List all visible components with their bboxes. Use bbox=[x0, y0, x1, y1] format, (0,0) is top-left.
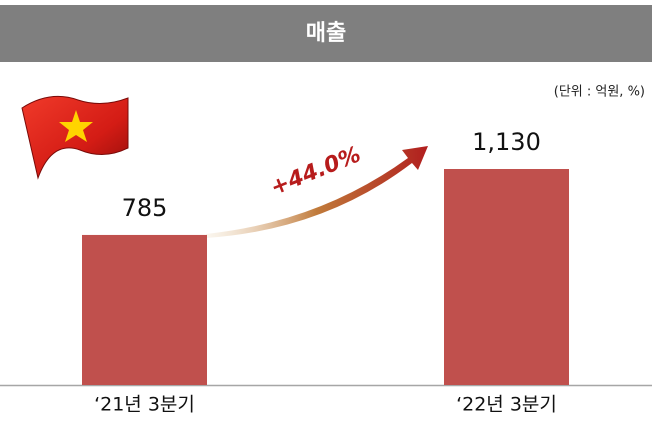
value-label: 1,130 bbox=[472, 128, 541, 156]
growth-annotation: +44.0% bbox=[267, 142, 364, 201]
chart-title: 매출 bbox=[306, 21, 346, 46]
flag bbox=[21, 95, 129, 180]
value-label: 785 bbox=[122, 194, 168, 222]
header-bar bbox=[0, 5, 652, 62]
x-tick-label: ‘21년 3분기 bbox=[94, 394, 195, 416]
bar bbox=[82, 234, 207, 385]
unit-label: (단위 : 억원, %) bbox=[554, 85, 645, 100]
bar bbox=[444, 169, 569, 385]
x-tick-label: ‘22년 3분기 bbox=[456, 394, 557, 416]
